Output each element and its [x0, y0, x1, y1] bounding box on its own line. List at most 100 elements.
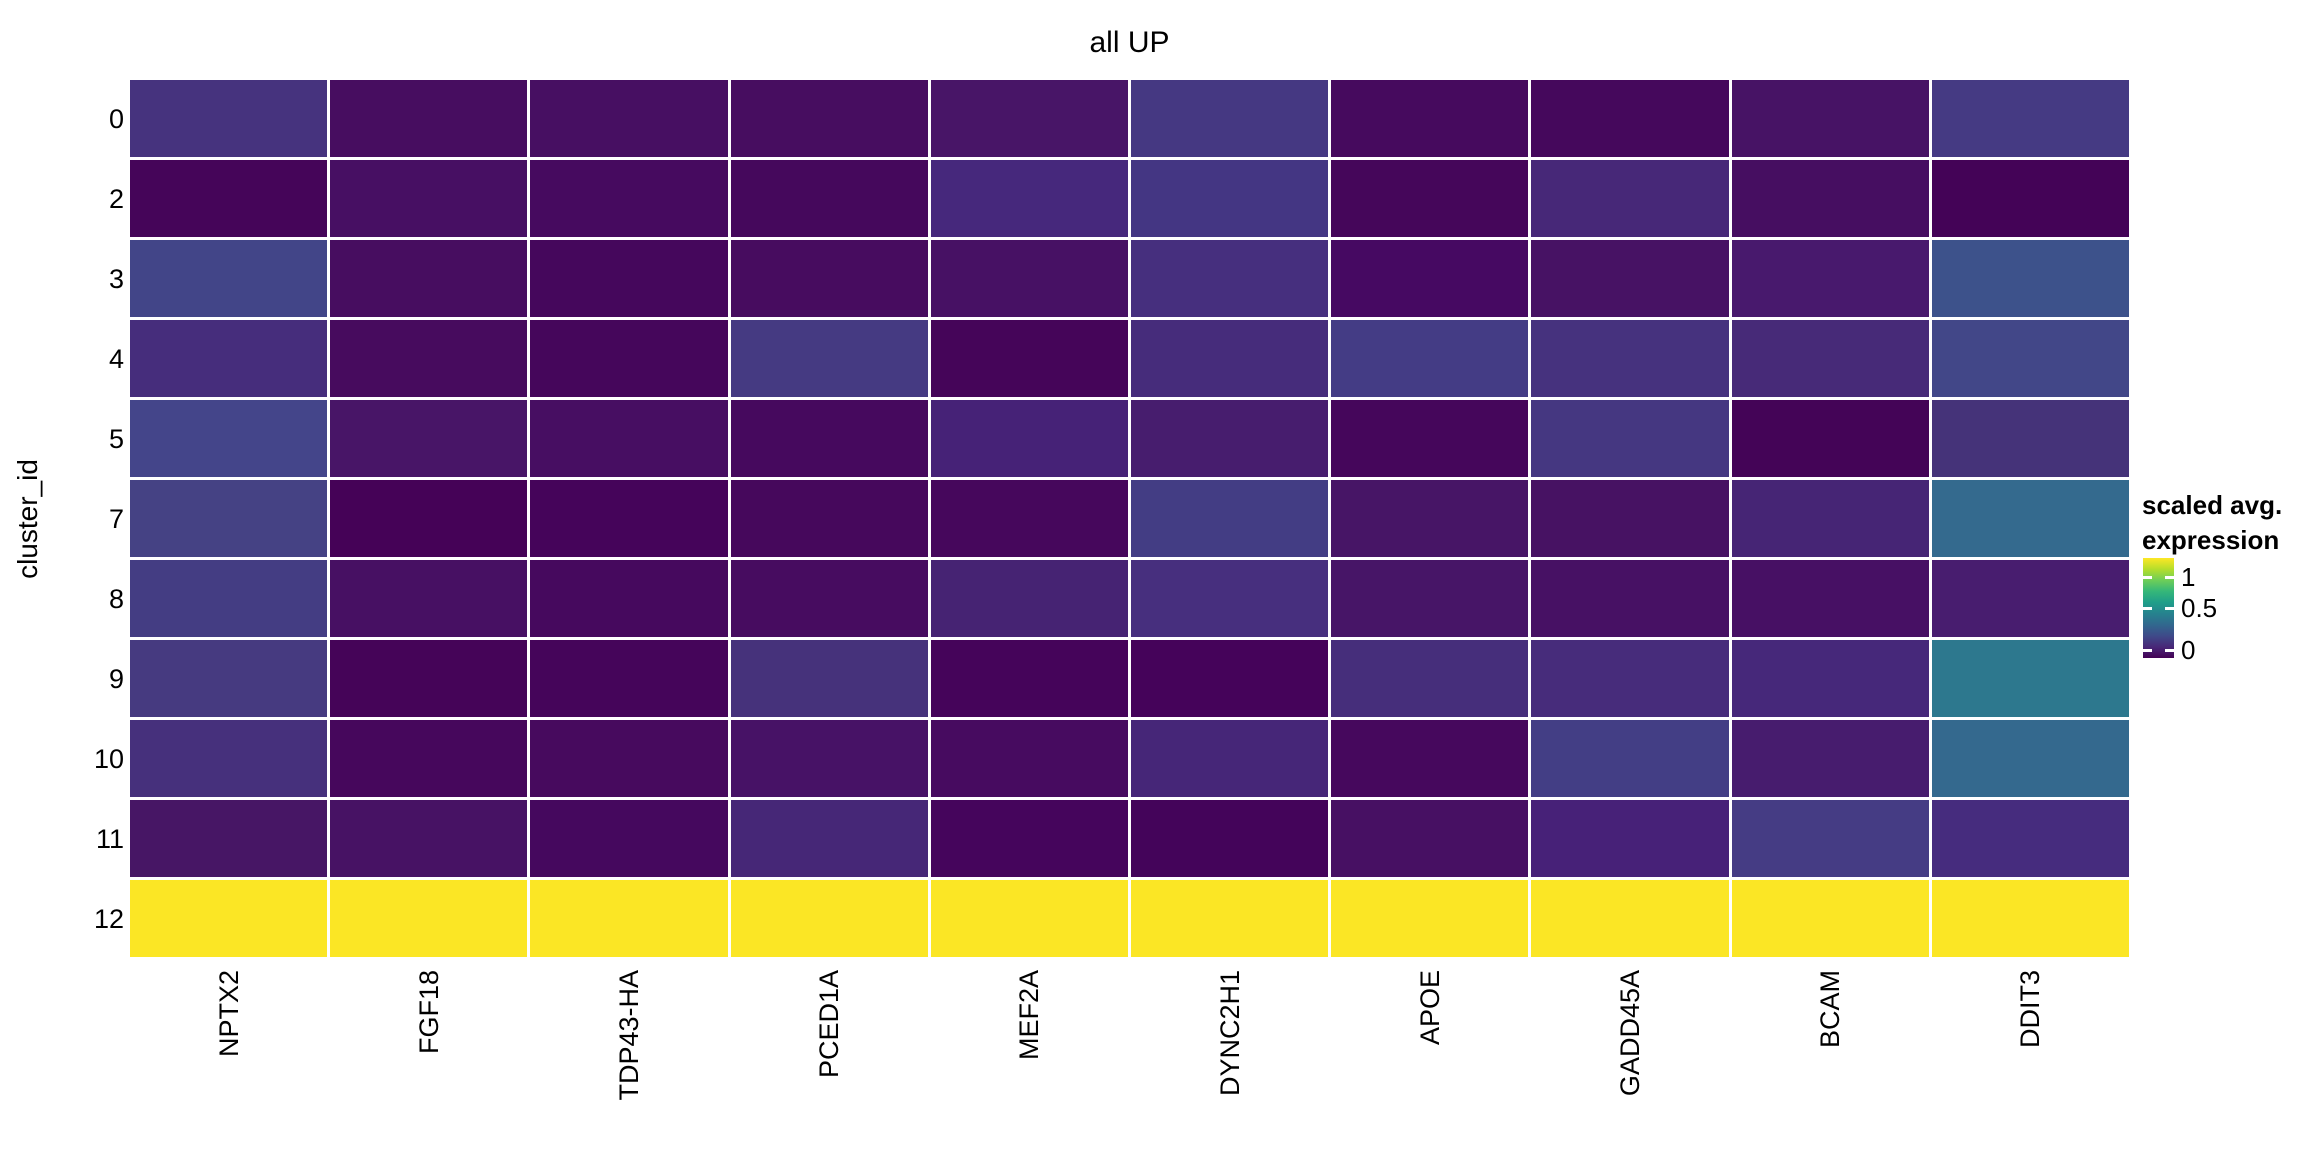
heatmap-cell-r10-MEF2A	[930, 720, 1128, 797]
heatmap-cell-r3-BCAM	[1731, 240, 1929, 317]
heatmap-cell-r11-APOE	[1331, 800, 1529, 877]
heatmap-cell-r11-BCAM	[1731, 800, 1929, 877]
heatmap-cell-r8-NPTX2	[130, 560, 328, 637]
y-tick-label-8: 8	[108, 583, 124, 614]
heatmap-cell-r7-DDIT3	[1931, 480, 2129, 557]
legend-tick-mark-right-1	[2165, 575, 2174, 579]
heatmap-cell-r10-NPTX2	[130, 720, 328, 797]
heatmap-cell-r2-NPTX2	[130, 160, 328, 237]
heatmap-cell-r10-APOE	[1331, 720, 1529, 797]
heatmap-cell-r3-GADD45A	[1531, 240, 1729, 317]
heatmap-cell-r4-PCED1A	[730, 320, 928, 397]
x-tick-label-APOE: APOE	[1414, 970, 1445, 1046]
heatmap-cell-r2-TDP43-HA	[530, 160, 728, 237]
legend-tick-mark-right-0.5	[2165, 606, 2174, 610]
heatmap-cell-r9-DYNC2H1	[1130, 640, 1329, 717]
heatmap-cell-r9-NPTX2	[130, 640, 328, 717]
heatmap-cell-r5-DDIT3	[1931, 400, 2129, 477]
legend-tick-label-1: 1	[2181, 562, 2196, 592]
heatmap-cell-r7-MEF2A	[930, 480, 1128, 557]
heatmap-cell-r8-FGF18	[330, 560, 528, 637]
y-tick-label-3: 3	[108, 263, 124, 294]
heatmap-cell-r11-FGF18	[330, 800, 528, 877]
legend-tick-mark-left-0	[2143, 648, 2152, 652]
heatmap-cell-r9-MEF2A	[930, 640, 1128, 717]
x-tick-label-FGF18: FGF18	[413, 970, 444, 1055]
x-tick-label-TDP43-HA: TDP43-HA	[614, 970, 644, 1101]
heatmap-cell-r0-BCAM	[1731, 80, 1929, 157]
heatmap-cell-r4-APOE	[1331, 320, 1529, 397]
heatmap-cell-r2-MEF2A	[930, 160, 1128, 237]
heatmap-cell-r9-FGF18	[330, 640, 528, 717]
heatmap-cell-r2-GADD45A	[1531, 160, 1729, 237]
heatmap-cell-r0-PCED1A	[730, 80, 928, 157]
heatmap-cell-r8-PCED1A	[730, 560, 928, 637]
heatmap-cell-r2-PCED1A	[730, 160, 928, 237]
heatmap-cell-r8-DYNC2H1	[1130, 560, 1329, 637]
heatmap-cell-r8-MEF2A	[930, 560, 1128, 637]
heatmap-cell-r5-MEF2A	[930, 400, 1128, 477]
heatmap-cell-r7-APOE	[1331, 480, 1529, 557]
heatmap-cell-r7-PCED1A	[730, 480, 928, 557]
heatmap-cell-r11-GADD45A	[1531, 800, 1729, 877]
heatmap-cell-r0-DDIT3	[1931, 80, 2129, 157]
heatmap-cell-r4-FGF18	[330, 320, 528, 397]
heatmap-cell-r7-BCAM	[1731, 480, 1929, 557]
heatmap-cell-r5-APOE	[1331, 400, 1529, 477]
x-tick-label-MEF2A: MEF2A	[1014, 970, 1045, 1061]
heatmap-cell-r12-BCAM	[1731, 880, 1929, 957]
heatmap-cell-r3-DDIT3	[1931, 240, 2129, 317]
heatmap-cell-r5-GADD45A	[1531, 400, 1729, 477]
heatmap-grid	[130, 80, 2129, 957]
y-tick-label-12: 12	[93, 903, 124, 934]
heatmap-cell-r4-MEF2A	[930, 320, 1128, 397]
heatmap-cell-r8-DDIT3	[1931, 560, 2129, 637]
heatmap-cell-r11-DDIT3	[1931, 800, 2129, 877]
x-tick-label-PCED1A: PCED1A	[814, 970, 845, 1079]
heatmap-cell-r8-GADD45A	[1531, 560, 1729, 637]
y-tick-label-9: 9	[108, 663, 124, 694]
heatmap-cell-r12-TDP43-HA	[530, 880, 728, 957]
heatmap-cell-r0-NPTX2	[130, 80, 328, 157]
y-tick-label-7: 7	[108, 503, 124, 534]
y-tick-label-0: 0	[108, 103, 124, 134]
heatmap-cell-r2-BCAM	[1731, 160, 1929, 237]
heatmap-cell-r3-APOE	[1331, 240, 1529, 317]
heatmap-cell-r9-GADD45A	[1531, 640, 1729, 717]
legend-tick-mark-left-1	[2143, 575, 2152, 579]
legend-title-line2: expression	[2142, 525, 2280, 555]
heatmap-cell-r7-NPTX2	[130, 480, 328, 557]
heatmap-cell-r2-DDIT3	[1931, 160, 2129, 237]
legend-title-line1: scaled avg.	[2142, 490, 2283, 520]
y-tick-label-4: 4	[108, 343, 124, 374]
heatmap-cell-r12-DYNC2H1	[1130, 880, 1329, 957]
legend-tick-mark-left-0.5	[2143, 606, 2152, 610]
heatmap-cell-r0-DYNC2H1	[1130, 80, 1329, 157]
heatmap-cell-r0-GADD45A	[1531, 80, 1729, 157]
heatmap-cell-r12-FGF18	[330, 880, 528, 957]
heatmap-cell-r8-TDP43-HA	[530, 560, 728, 637]
heatmap-cell-r4-DYNC2H1	[1130, 320, 1329, 397]
heatmap-cell-r4-GADD45A	[1531, 320, 1729, 397]
heatmap-cell-r10-FGF18	[330, 720, 528, 797]
heatmap-cell-r10-DYNC2H1	[1130, 720, 1329, 797]
heatmap-cell-r9-DDIT3	[1931, 640, 2129, 717]
heatmap-cell-r8-BCAM	[1731, 560, 1929, 637]
heatmap-cell-r0-MEF2A	[930, 80, 1128, 157]
heatmap-cell-r10-TDP43-HA	[530, 720, 728, 797]
heatmap-cell-r7-FGF18	[330, 480, 528, 557]
x-tick-label-DDIT3: DDIT3	[2015, 970, 2046, 1049]
chart-title: all UP	[1089, 26, 1170, 59]
heatmap-cell-r11-MEF2A	[930, 800, 1128, 877]
heatmap-cell-r12-DDIT3	[1931, 880, 2129, 957]
heatmap-cell-r7-GADD45A	[1531, 480, 1729, 557]
legend-title: scaled avg. expression	[2142, 488, 2282, 558]
heatmap-cell-r10-GADD45A	[1531, 720, 1729, 797]
heatmap-cell-r3-PCED1A	[730, 240, 928, 317]
heatmap-cell-r11-PCED1A	[730, 800, 928, 877]
heatmap-cell-r4-DDIT3	[1931, 320, 2129, 397]
x-tick-label-GADD45A: GADD45A	[1615, 970, 1645, 1097]
heatmap-cell-r11-NPTX2	[130, 800, 328, 877]
heatmap-cell-r2-FGF18	[330, 160, 528, 237]
heatmap-cell-r4-TDP43-HA	[530, 320, 728, 397]
